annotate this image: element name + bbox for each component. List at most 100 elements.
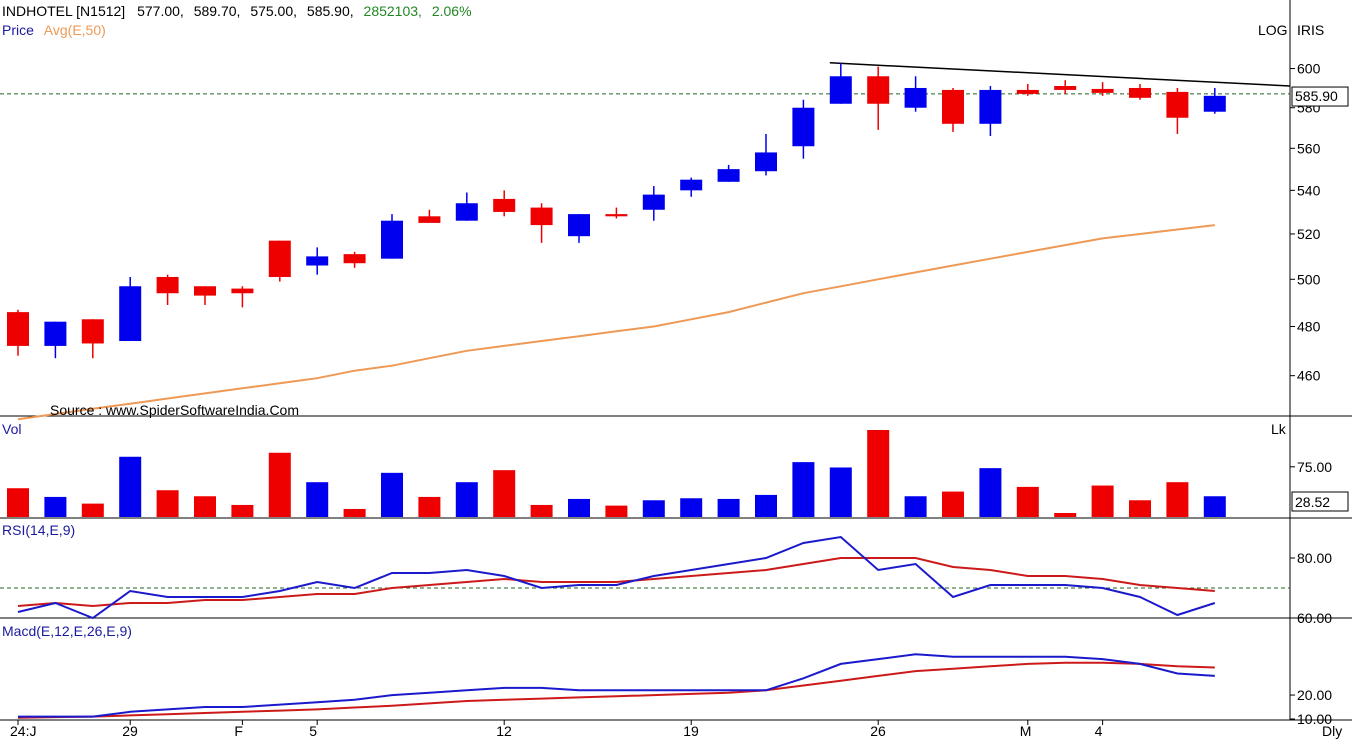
candle-body [1091, 88, 1114, 93]
volume-bar [7, 488, 29, 517]
candle-body [306, 256, 329, 266]
volume-bar [381, 472, 403, 517]
vol-panel-label: Vol [2, 421, 22, 437]
volume-tick-label: 75.00 [1297, 459, 1332, 475]
volume-bar [530, 504, 553, 517]
candle-body [904, 87, 927, 108]
x-tick-label: 5 [309, 723, 317, 739]
volume-bar [717, 498, 740, 517]
price-legend: Price Avg(E,50) [2, 22, 106, 38]
rsi-line [17, 535, 1216, 620]
brand-label: IRIS [1297, 22, 1325, 38]
candle-body [568, 214, 590, 237]
macd-signal-line [17, 661, 1215, 719]
candle-body [979, 89, 1002, 124]
volume-bar [268, 452, 291, 517]
candle-body [717, 169, 740, 182]
x-tick-label: 26 [870, 723, 886, 739]
close-value: 585.90, [306, 3, 354, 19]
volume-bar [792, 462, 815, 517]
volume-bar [455, 482, 478, 517]
candle-body [1016, 89, 1039, 94]
candle-body [231, 288, 254, 294]
volume-bar [1166, 482, 1189, 517]
change-value: 2.06% [431, 3, 472, 19]
macd-panel-label: Macd(E,12,E,26,E,9) [2, 623, 132, 639]
price-tick-label: 460 [1297, 368, 1321, 384]
rsi-panel-label: RSI(14,E,9) [2, 522, 76, 538]
price-tick-label: 540 [1297, 182, 1321, 198]
chart-header: INDHOTEL [N1512] 577.00, 589.70, 575.00,… [2, 3, 472, 19]
x-tick-label: F [234, 723, 243, 739]
volume-bar [194, 496, 216, 517]
candle-body [418, 216, 441, 223]
candle-body [7, 312, 29, 346]
high-value: 589.70, [193, 3, 241, 19]
last-price-label: 585.90 [1295, 88, 1338, 104]
volume-bar [605, 505, 628, 517]
rsi-tick-label: 60.00 [1297, 610, 1332, 626]
volume-bar [493, 470, 516, 517]
volume-bar [867, 430, 890, 517]
volume-bar [568, 498, 590, 517]
price-tick-label: 560 [1297, 140, 1321, 156]
volume-bar [755, 494, 777, 517]
candle-body [268, 240, 291, 277]
candle-body [194, 286, 216, 296]
candle-body [343, 254, 366, 264]
price-tick-label: 500 [1297, 271, 1321, 287]
resistance-trendline [829, 62, 1291, 87]
volume-bar [44, 496, 67, 517]
candle-body [44, 321, 67, 346]
last-price-box [1291, 86, 1349, 107]
ema-50-line [17, 224, 1215, 421]
avg-legend-label: Avg(E,50) [43, 22, 106, 38]
price-legend-label: Price [2, 22, 34, 38]
candle-body [792, 107, 815, 147]
volume-bar [1091, 485, 1114, 517]
volume-bar [829, 467, 852, 517]
volume-value: 2852103, [363, 3, 422, 19]
candle-body [605, 214, 628, 217]
volume-bar [231, 504, 254, 517]
volume-bar [119, 456, 142, 517]
volume-last-label: 28.52 [1295, 494, 1330, 510]
volume-bar [642, 500, 665, 517]
macd-tick-label: 20.00 [1297, 687, 1332, 703]
source-label: Source : www.SpiderSoftwareIndia.Com [50, 402, 299, 418]
candle-body [493, 198, 516, 212]
volume-bar [343, 508, 366, 517]
rsi-signal-line [17, 557, 1215, 608]
x-tick-label: 19 [683, 723, 699, 739]
volume-bar [979, 468, 1002, 517]
volume-bar [81, 503, 104, 517]
low-value: 575.00, [250, 3, 298, 19]
x-tick-label: 24:J [10, 723, 36, 739]
candle-body [156, 276, 179, 294]
price-tick-label: 520 [1297, 226, 1321, 242]
candle-body [1166, 91, 1189, 118]
x-tick-label: 29 [122, 723, 138, 739]
volume-bar [942, 491, 964, 517]
rsi-tick-label: 80.00 [1297, 550, 1332, 566]
candle-body [119, 286, 142, 342]
candle-body [1129, 87, 1151, 98]
candle-body [81, 319, 104, 344]
volume-bar [904, 496, 927, 517]
candle-body [455, 203, 478, 221]
candle-body [381, 220, 403, 259]
volume-bar [306, 482, 329, 517]
candle-body [1054, 86, 1077, 90]
x-tick-label: 12 [496, 723, 512, 739]
volume-bar [418, 496, 441, 517]
price-tick-label: 600 [1297, 61, 1321, 77]
candle-body [829, 76, 852, 104]
volume-bar [1203, 496, 1226, 517]
candle-body [942, 89, 964, 124]
symbol-label: INDHOTEL [N1512] [2, 3, 126, 19]
macd-line [18, 653, 1215, 718]
candle-body [755, 152, 777, 172]
log-label: LOG [1258, 22, 1288, 38]
candle-body [867, 76, 890, 104]
